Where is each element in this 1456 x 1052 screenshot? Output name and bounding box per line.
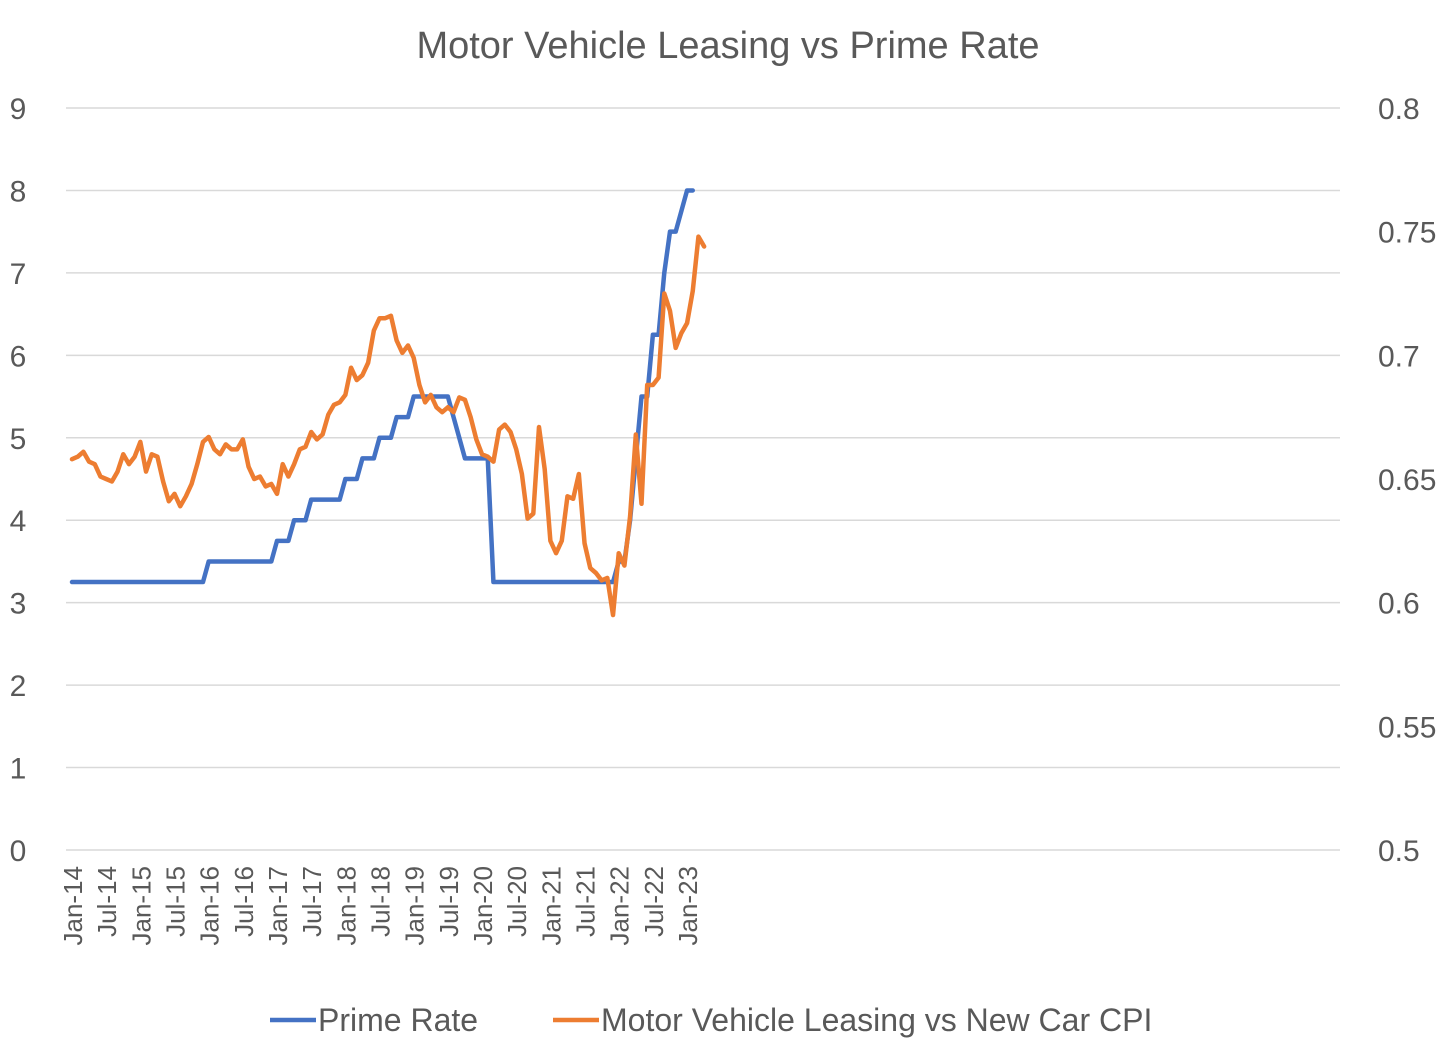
right-axis-tick-label: 0.55 <box>1378 711 1436 744</box>
x-axis-tick-label: Jul-17 <box>297 866 327 937</box>
left-axis-tick-label: 1 <box>10 753 27 786</box>
x-axis-tick-label: Jan-22 <box>605 866 635 946</box>
right-axis-tick-label: 0.7 <box>1378 340 1420 373</box>
right-axis-ticks: 0.5 0.55 0.6 0.65 0.7 0.75 0.8 <box>1378 93 1436 868</box>
left-axis-tick-label: 5 <box>10 423 27 456</box>
left-axis-tick-label: 7 <box>10 258 27 291</box>
x-axis-tick-label: Jul-16 <box>229 866 259 937</box>
series-layer <box>69 188 707 618</box>
right-axis-tick-label: 0.5 <box>1378 835 1420 868</box>
left-axis-tick-label: 9 <box>10 93 27 126</box>
left-axis-tick-label: 3 <box>10 588 27 621</box>
left-axis-tick-label: 0 <box>10 835 27 868</box>
x-axis-tick-label: Jul-15 <box>161 866 191 937</box>
right-axis-tick-label: 0.8 <box>1378 93 1420 126</box>
x-axis-tick-label: Jul-20 <box>502 866 532 937</box>
series-line-motor-vehicle-leasing <box>69 234 707 618</box>
left-axis-tick-label: 6 <box>10 340 27 373</box>
x-axis-tick-label: Jul-18 <box>366 866 396 937</box>
right-axis-tick-label: 0.6 <box>1378 588 1420 621</box>
x-axis-tick-label: Jan-18 <box>331 866 361 946</box>
x-axis-tick-label: Jul-22 <box>639 866 669 937</box>
left-axis-tick-label: 8 <box>10 175 27 208</box>
x-axis-tick-label: Jul-14 <box>92 866 122 937</box>
x-axis-tick-label: Jan-17 <box>263 866 293 946</box>
x-axis-tick-label: Jan-20 <box>468 866 498 946</box>
x-axis-tick-label: Jan-16 <box>195 866 225 946</box>
x-axis-tick-label: Jan-14 <box>58 866 88 946</box>
right-axis-tick-label: 0.75 <box>1378 217 1436 250</box>
left-axis-tick-label: 2 <box>10 670 27 703</box>
x-axis-tick-label: Jan-19 <box>400 866 430 946</box>
gridlines <box>66 107 1340 851</box>
legend: Prime Rate Motor Vehicle Leasing vs New C… <box>270 1002 1152 1038</box>
x-axis-tick-label: Jan-21 <box>536 866 566 946</box>
x-axis-tick-label: Jul-19 <box>434 866 464 937</box>
legend-label: Motor Vehicle Leasing vs New Car CPI <box>601 1002 1152 1038</box>
right-axis-tick-label: 0.65 <box>1378 464 1436 497</box>
x-axis-ticks: Jan-14 Jul-14 Jan-15 Jul-15 Jan-16 Jul-16 Jan-… <box>58 866 703 946</box>
left-axis-ticks: 0 1 2 3 4 5 6 7 8 9 <box>10 93 27 868</box>
x-axis-tick-label: Jan-23 <box>673 866 703 946</box>
x-axis-tick-label: Jan-15 <box>126 866 156 946</box>
legend-label: Prime Rate <box>318 1002 478 1038</box>
x-axis-tick-label: Jul-21 <box>571 866 601 937</box>
series-line-prime-rate <box>69 188 695 585</box>
chart-title: Motor Vehicle Leasing vs Prime Rate <box>416 25 1039 67</box>
left-axis-tick-label: 4 <box>10 505 27 538</box>
